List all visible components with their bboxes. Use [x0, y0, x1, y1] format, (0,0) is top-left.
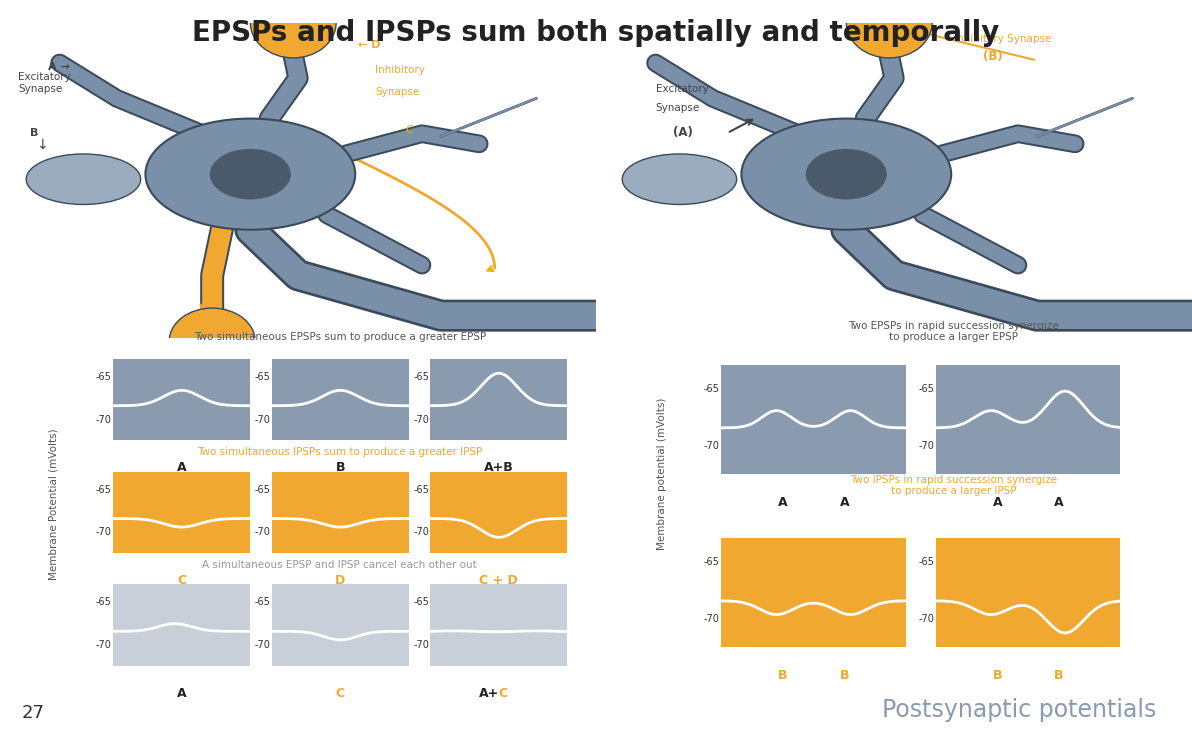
Text: Synapse: Synapse: [375, 87, 420, 97]
Text: Excitatory
Synapse: Excitatory Synapse: [18, 72, 70, 94]
Text: Inhibitory: Inhibitory: [375, 65, 426, 75]
Text: B: B: [778, 669, 788, 682]
Text: Inhibitory Synapse: Inhibitory Synapse: [954, 34, 1051, 44]
Ellipse shape: [846, 0, 932, 58]
Text: A: A: [993, 496, 1002, 509]
Text: C: C: [178, 574, 186, 587]
Ellipse shape: [26, 154, 141, 205]
Text: Postsynaptic potentials: Postsynaptic potentials: [882, 698, 1156, 722]
Text: B: B: [839, 669, 849, 682]
Text: Two EPSPs in rapid succession synergize
to produce a larger EPSP: Two EPSPs in rapid succession synergize …: [849, 320, 1058, 342]
Text: A →: A →: [48, 62, 69, 72]
Text: C + D: C + D: [479, 574, 519, 587]
Text: A: A: [839, 496, 849, 509]
Text: A: A: [176, 461, 187, 474]
Text: B: B: [30, 129, 38, 138]
Text: Two simultaneous IPSPs sum to produce a greater IPSP: Two simultaneous IPSPs sum to produce a …: [197, 447, 483, 457]
Text: A simultaneous EPSP and IPSP cancel each other out: A simultaneous EPSP and IPSP cancel each…: [203, 560, 477, 570]
Text: Synapse: Synapse: [656, 103, 700, 113]
Ellipse shape: [169, 308, 255, 374]
Ellipse shape: [806, 149, 887, 199]
Text: A+: A+: [479, 687, 498, 699]
Text: (B): (B): [983, 50, 1004, 63]
Text: (A): (A): [673, 126, 694, 139]
Text: A+B: A+B: [484, 461, 514, 474]
Text: A: A: [778, 496, 788, 509]
Text: Two IPSPs in rapid succession synergize
to produce a larger IPSP: Two IPSPs in rapid succession synergize …: [850, 475, 1057, 496]
Text: B: B: [336, 461, 344, 474]
Text: A: A: [176, 687, 187, 699]
Text: B: B: [1054, 669, 1063, 682]
Text: C: C: [405, 125, 414, 135]
Text: Excitatory: Excitatory: [656, 84, 708, 94]
Text: D: D: [335, 574, 346, 587]
Text: Membrane Potential (mVolts): Membrane Potential (mVolts): [49, 428, 58, 580]
Text: Two simultaneous EPSPs sum to produce a greater EPSP: Two simultaneous EPSPs sum to produce a …: [193, 332, 486, 342]
Ellipse shape: [250, 0, 336, 58]
Text: C: C: [498, 687, 508, 699]
Ellipse shape: [622, 154, 737, 205]
Ellipse shape: [145, 119, 355, 230]
Text: 27: 27: [21, 704, 44, 722]
Text: ↓: ↓: [36, 138, 48, 152]
Ellipse shape: [210, 149, 291, 199]
Text: A: A: [1054, 496, 1063, 509]
Text: C: C: [336, 687, 344, 699]
Text: EPSPs and IPSPs sum both spatially and temporally: EPSPs and IPSPs sum both spatially and t…: [192, 19, 1000, 47]
Text: B: B: [993, 669, 1002, 682]
Text: Membrane potential (mVolts): Membrane potential (mVolts): [657, 398, 666, 550]
Text: ← D: ← D: [358, 40, 380, 50]
Ellipse shape: [741, 119, 951, 230]
